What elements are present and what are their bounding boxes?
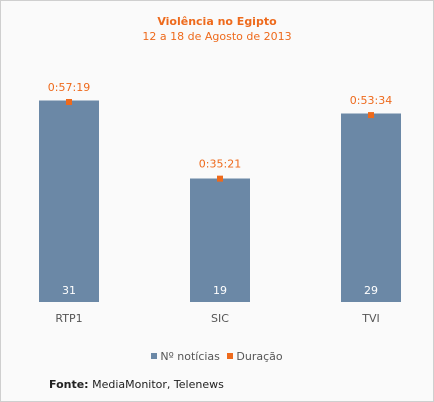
legend: Nº notícias Duração <box>0 350 434 363</box>
chart-title: Violência no Egipto <box>157 15 277 28</box>
legend-label-noticias: Nº notícias <box>160 350 220 363</box>
bar-tvi <box>341 113 401 302</box>
duration-label: 0:57:19 <box>48 81 90 94</box>
source-text: MediaMonitor, Telenews <box>88 378 224 391</box>
bar-value-label: 19 <box>213 284 227 297</box>
source-label: Fonte: <box>49 378 89 391</box>
chart-subtitle: 12 a 18 de Agosto de 2013 <box>142 30 292 43</box>
x-tick-label: TVI <box>361 312 380 325</box>
source-note: Fonte: MediaMonitor, Telenews <box>49 378 224 391</box>
x-tick-label: RTP1 <box>55 312 82 325</box>
bar-value-label: 31 <box>62 284 76 297</box>
legend-label-duracao: Duração <box>236 350 283 363</box>
bar-rtp1 <box>39 100 99 302</box>
legend-swatch-duracao <box>227 353 234 359</box>
duration-marker <box>66 99 72 105</box>
x-tick-label: SIC <box>211 312 229 325</box>
duration-marker <box>217 175 223 182</box>
bar-value-label: 29 <box>364 284 378 297</box>
legend-item-duracao: Duração <box>227 350 283 363</box>
duration-marker <box>368 112 374 119</box>
legend-swatch-noticias <box>151 353 158 359</box>
bar-sic <box>190 178 250 302</box>
legend-item-noticias: Nº notícias <box>151 350 220 363</box>
duration-label: 0:53:34 <box>350 94 392 107</box>
duration-label: 0:35:21 <box>199 158 241 171</box>
